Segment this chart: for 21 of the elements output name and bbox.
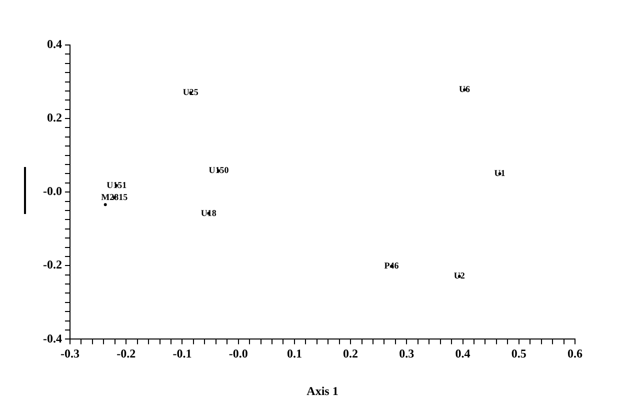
x-tick-label: -0.1 xyxy=(172,346,192,360)
x-tick-label: 0.1 xyxy=(286,346,302,360)
text: U18 xyxy=(200,208,217,218)
x-tick-label: 0.2 xyxy=(343,346,358,360)
x-axis-title: Axis 1 xyxy=(306,384,338,398)
x-tick-label: -0.2 xyxy=(116,346,136,360)
y-tick-label: -0.4 xyxy=(42,331,62,346)
text: U6 xyxy=(458,84,470,94)
x-tick-label: 0.6 xyxy=(568,346,582,360)
text: U151 xyxy=(106,180,128,190)
x-tick-label: 0.4 xyxy=(455,346,470,360)
y-tick-label: -0.2 xyxy=(42,258,62,272)
x-tick-label: -0.3 xyxy=(60,346,80,360)
x-tick-label: -0.0 xyxy=(228,346,248,360)
x-tick-label: 0.5 xyxy=(511,346,526,360)
y-tick-label: -0.0 xyxy=(42,184,62,198)
y-tick-label: 0.2 xyxy=(46,110,62,125)
text: M2815 xyxy=(101,192,128,202)
y-tick-label: 0.4 xyxy=(46,37,62,52)
x-tick-label: 0.3 xyxy=(399,346,414,360)
text: U150 xyxy=(208,165,230,176)
